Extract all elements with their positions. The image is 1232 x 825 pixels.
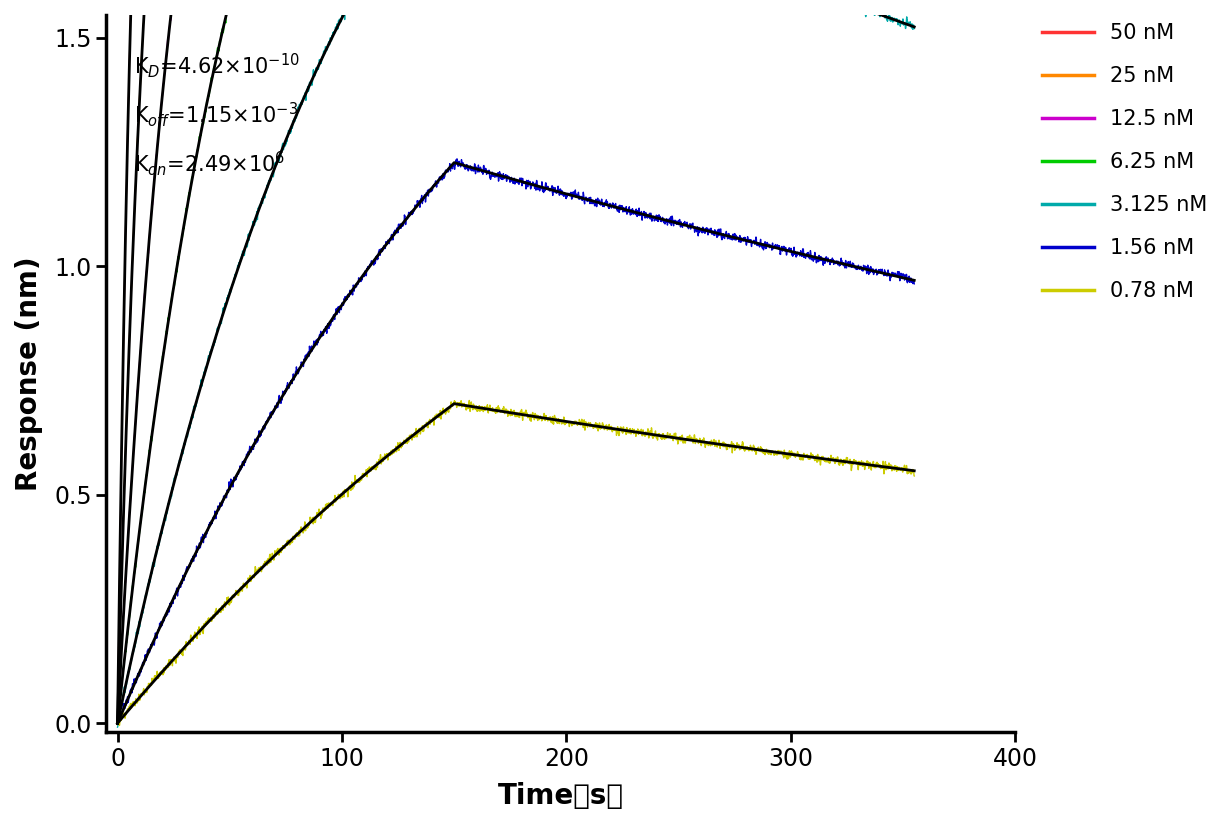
0.78 nM (112, 720, 127, 730)
3.125 nM (907, 21, 922, 31)
Line: 3.125 nM: 3.125 nM (117, 0, 914, 727)
0.78 nM (832, 460, 846, 469)
Text: K$_D$=4.62×10$^{-10}$
K$_{off}$=1.15×10$^{-3}$
K$_{on}$=2.49×10$^6$: K$_D$=4.62×10$^{-10}$ K$_{off}$=1.15×10$… (133, 51, 299, 177)
Line: 12.5 nM: 12.5 nM (117, 0, 914, 724)
0.78 nM (281, 536, 296, 546)
Line: 6.25 nM: 6.25 nM (117, 0, 914, 722)
Line: 1.56 nM: 1.56 nM (117, 159, 914, 723)
1.56 nM (281, 382, 296, 392)
50 nM (110, 719, 124, 729)
0.78 nM (907, 471, 922, 481)
Y-axis label: Response (nm): Response (nm) (15, 257, 43, 491)
6.25 nM (110, 717, 124, 727)
Legend: 50 nM, 25 nM, 12.5 nM, 6.25 nM, 3.125 nM, 1.56 nM, 0.78 nM: 50 nM, 25 nM, 12.5 nM, 6.25 nM, 3.125 nM… (1034, 15, 1216, 309)
3.125 nM (110, 722, 124, 732)
3.125 nM (832, 0, 846, 7)
1.56 nM (606, 202, 621, 212)
0.78 nM (907, 471, 922, 481)
Line: 50 nM: 50 nM (117, 0, 914, 724)
Line: 25 nM: 25 nM (117, 0, 914, 724)
1.56 nM (907, 277, 922, 287)
0.78 nM (462, 395, 477, 405)
0.78 nM (110, 718, 124, 728)
1.56 nM (333, 304, 347, 314)
3.125 nM (333, 17, 347, 27)
0.78 nM (606, 425, 621, 435)
1.56 nM (907, 279, 922, 289)
3.125 nM (281, 128, 296, 138)
0.78 nM (593, 418, 607, 428)
0.78 nM (333, 493, 347, 502)
1.56 nM (593, 197, 607, 207)
25 nM (110, 719, 124, 728)
12.5 nM (110, 719, 124, 729)
1.56 nM (832, 260, 846, 270)
1.56 nM (111, 718, 126, 728)
3.125 nM (907, 24, 922, 34)
1.56 nM (450, 154, 464, 164)
Line: 0.78 nM: 0.78 nM (117, 400, 914, 725)
1.56 nM (110, 713, 124, 723)
X-axis label: Time（s）: Time（s） (498, 782, 623, 810)
